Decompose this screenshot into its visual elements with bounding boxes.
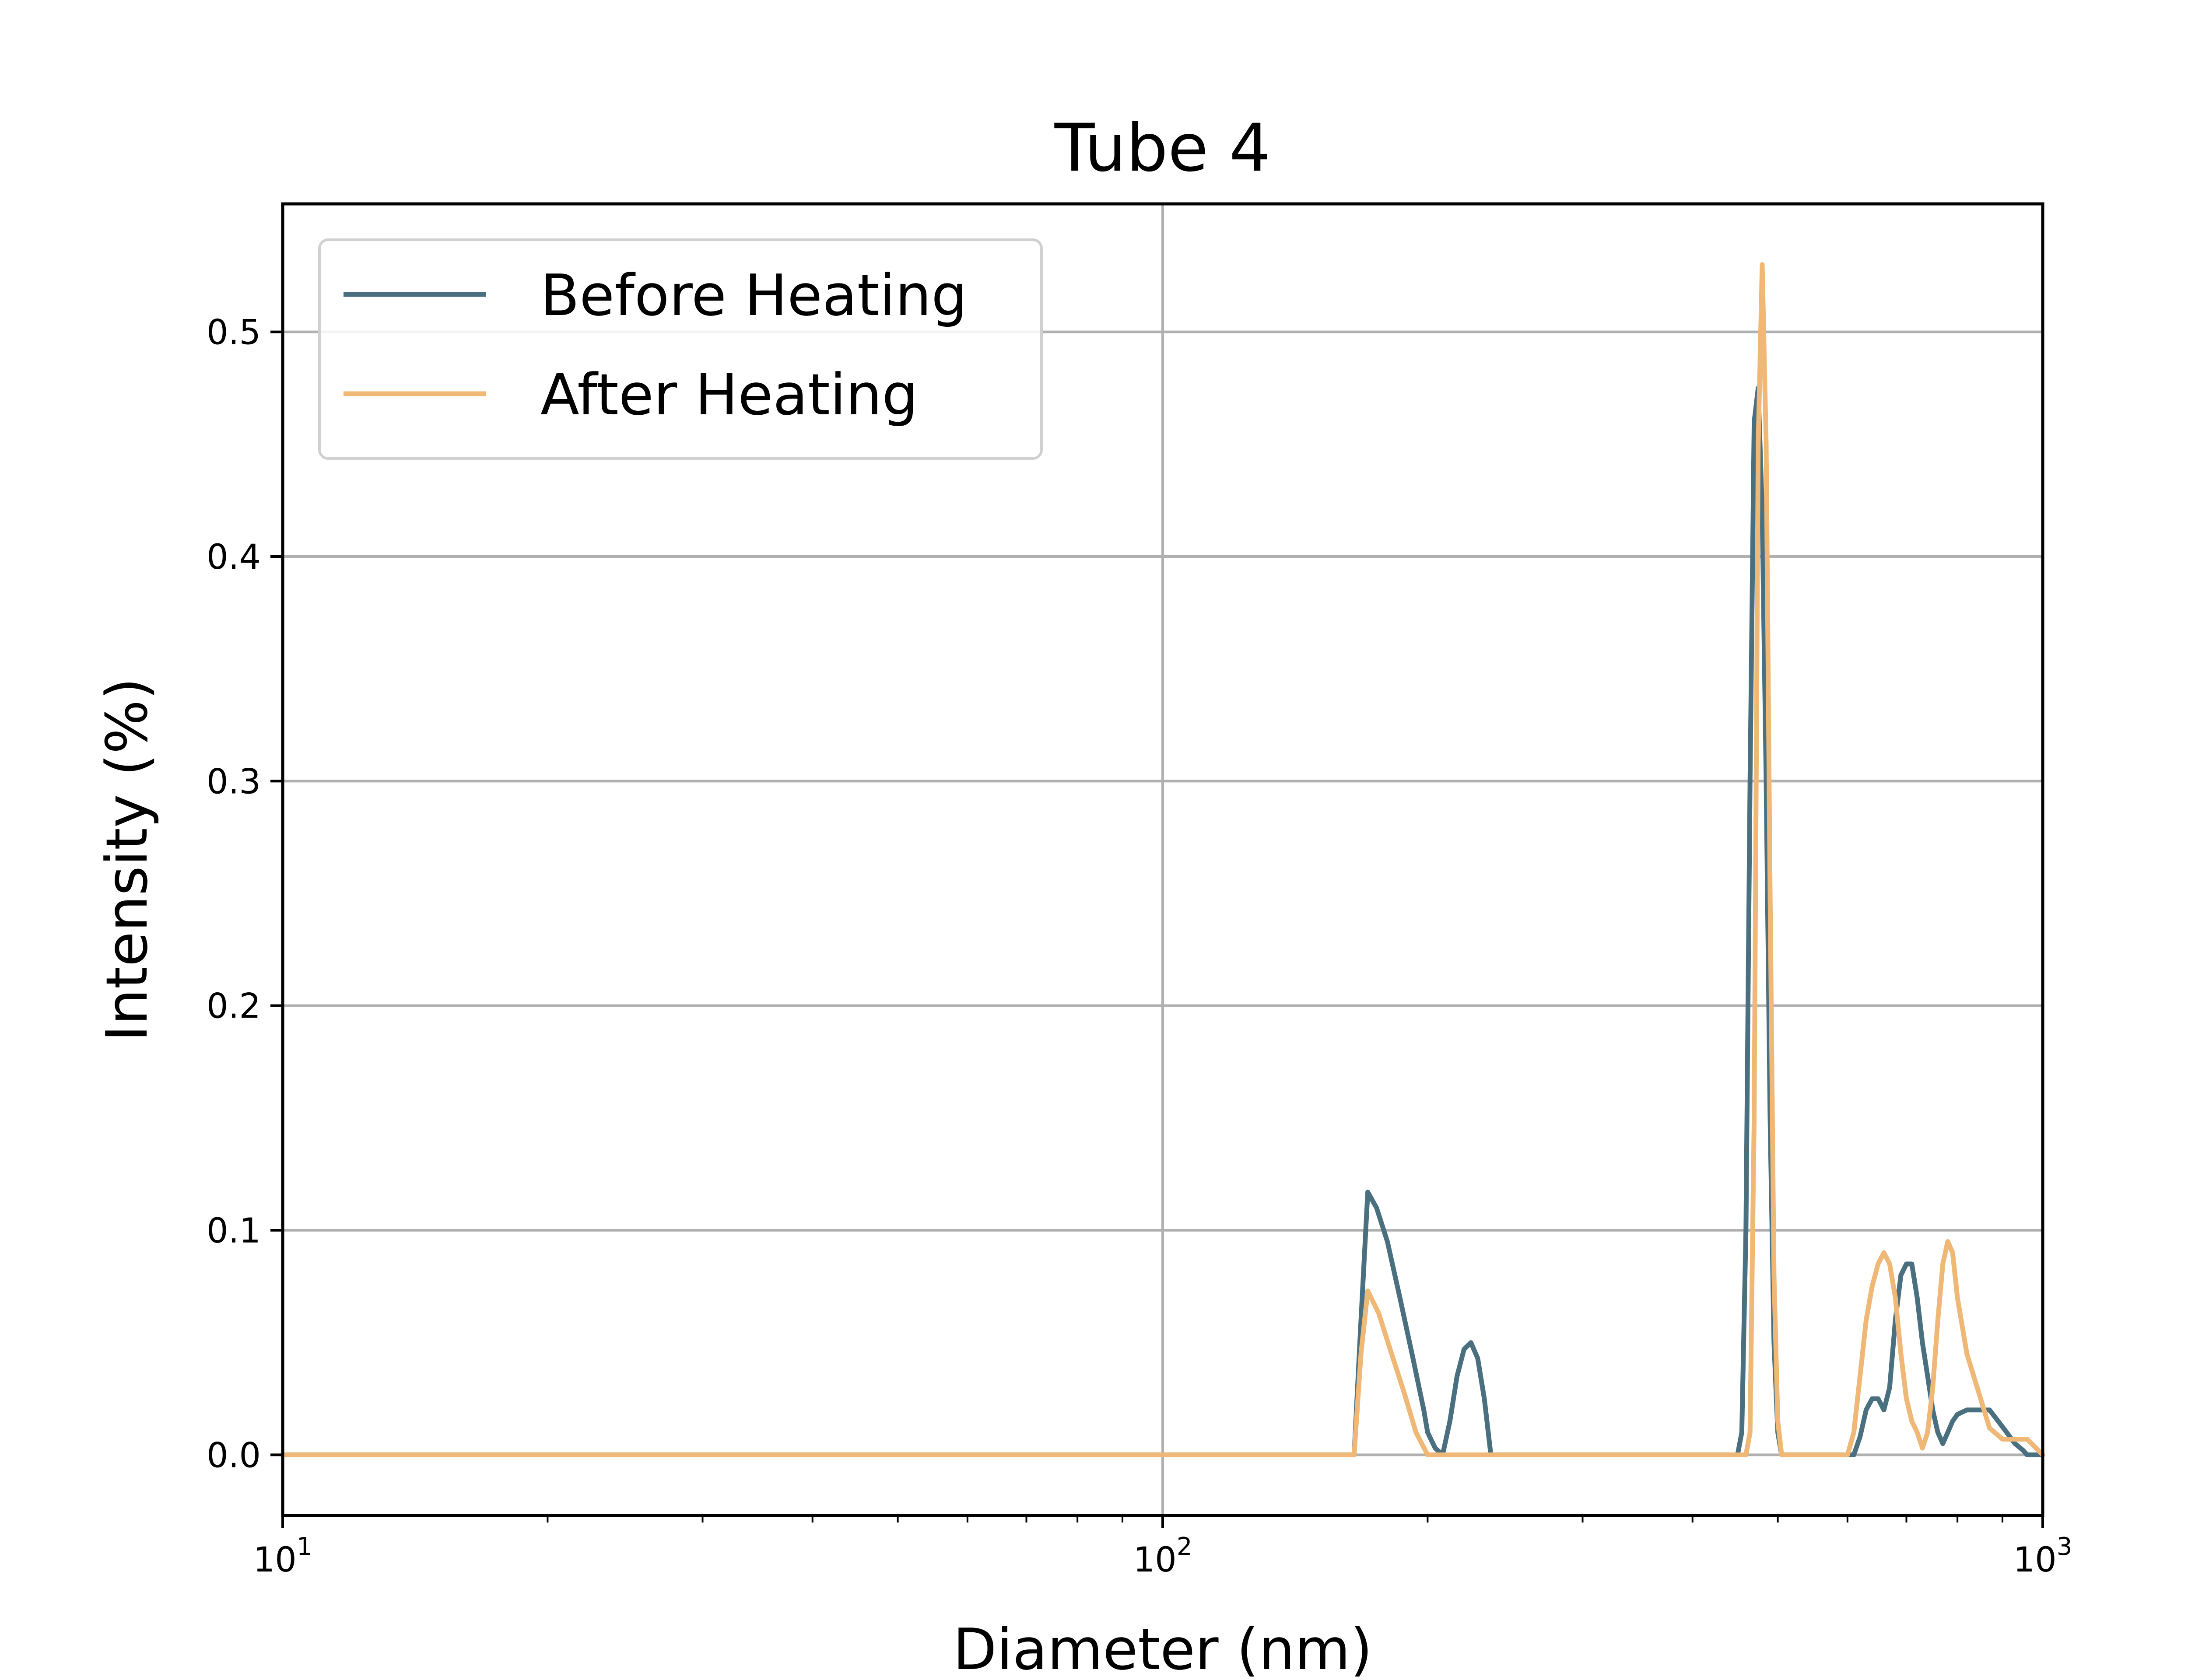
x-axis-label: Diameter (nm)	[953, 1616, 1373, 1680]
y-tick-label: 0.3	[207, 762, 261, 802]
y-tick-label: 0.4	[207, 538, 261, 577]
tick-layer: 0.0 0.1 0.2 0.3 0.4 0.5 101 102 103	[207, 313, 2072, 1580]
legend-label-after-heating: After Heating	[540, 361, 918, 428]
series-line-after-heating	[280, 262, 2045, 1457]
y-axis-label: Intensity (%)	[94, 678, 160, 1042]
x-tick-label: 103	[2013, 1533, 2072, 1580]
series-layer	[280, 262, 2045, 1457]
legend-box	[318, 238, 1043, 460]
legend-label-before-heating: Before Heating	[540, 262, 968, 329]
y-tick-label: 0.5	[207, 313, 261, 353]
y-tick-label: 0.0	[207, 1436, 261, 1475]
chart-title: Tube 4	[1054, 110, 1271, 186]
x-tick-label: 102	[1133, 1533, 1192, 1580]
y-tick-label: 0.1	[207, 1211, 261, 1251]
x-tick-label: 101	[253, 1533, 312, 1580]
y-tick-label: 0.2	[207, 987, 261, 1026]
legend: Before Heating After Heating	[318, 238, 1043, 460]
